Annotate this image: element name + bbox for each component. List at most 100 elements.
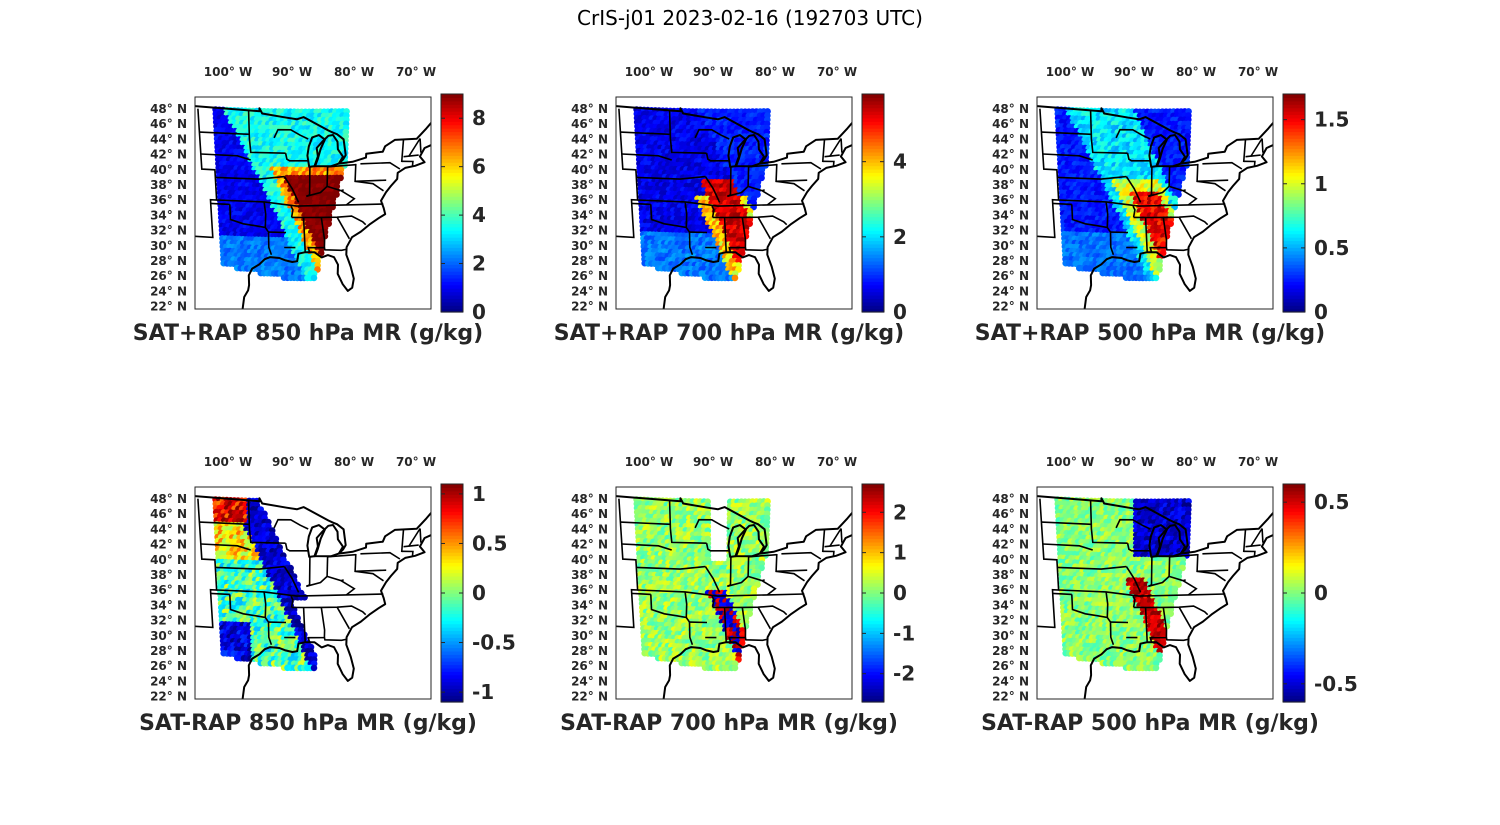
map-panel-6: 100° W 90° W 80° W 70° W 48° N46° N44° N 42° … bbox=[981, 455, 1358, 736]
lon-tick-label: 100° W bbox=[625, 455, 673, 469]
state-border bbox=[199, 521, 250, 526]
lat-tick-label: 22° N bbox=[992, 690, 1029, 704]
state-border bbox=[723, 607, 727, 643]
lat-tick-label: 32° N bbox=[150, 224, 187, 238]
colorbar: 0 2 4 6 8 bbox=[440, 93, 486, 324]
colorbar: -0.5 0 0.5 bbox=[1282, 483, 1358, 703]
colorbar-tick-label: 2 bbox=[472, 252, 486, 276]
colorbar-tick-label: 1.5 bbox=[1314, 108, 1349, 132]
lat-tick-label: 48° N bbox=[150, 492, 187, 506]
lat-tick-label: 22° N bbox=[571, 300, 608, 314]
lat-tick-label: 34° N bbox=[571, 598, 608, 612]
lat-tick-label: 42° N bbox=[571, 538, 608, 552]
state-border bbox=[195, 108, 218, 239]
state-border bbox=[704, 566, 721, 593]
lat-tick-label: 32° N bbox=[150, 614, 187, 628]
colorbar-tick-label: 4 bbox=[893, 150, 907, 174]
state-border bbox=[1041, 131, 1092, 136]
state-border bbox=[616, 498, 639, 629]
lat-tick-label: 22° N bbox=[571, 690, 608, 704]
state-border bbox=[408, 138, 421, 157]
michigan-outline bbox=[313, 134, 344, 168]
state-border bbox=[829, 138, 842, 157]
lake-michigan-outline bbox=[306, 134, 326, 168]
state-border bbox=[684, 201, 688, 228]
state-border bbox=[419, 138, 422, 153]
state-border bbox=[195, 498, 218, 629]
lat-tick-label: 34° N bbox=[150, 598, 187, 612]
state-border bbox=[400, 139, 405, 163]
colorbar: 0 2 4 bbox=[861, 93, 907, 324]
state-border bbox=[360, 161, 401, 170]
lat-tick-label: 36° N bbox=[571, 583, 608, 597]
state-border bbox=[210, 592, 230, 596]
colorbar-tick-label: 0.5 bbox=[472, 531, 507, 555]
state-border bbox=[775, 180, 805, 192]
state-border bbox=[284, 153, 308, 162]
coastline bbox=[1037, 105, 1273, 309]
state-border bbox=[216, 199, 384, 207]
lat-tick-label: 40° N bbox=[150, 163, 187, 177]
colorbar-tick-label: -1 bbox=[472, 680, 494, 704]
lon-tick-label: 100° W bbox=[1046, 455, 1094, 469]
state-border bbox=[327, 553, 356, 558]
colorbar-tick-label: 0 bbox=[472, 581, 486, 605]
lat-tick-label: 42° N bbox=[571, 148, 608, 162]
panel-title: SAT+RAP 700 hPa MR (g/kg) bbox=[554, 321, 904, 346]
state-border bbox=[1196, 180, 1226, 192]
lat-tick-label: 48° N bbox=[992, 102, 1029, 116]
lat-tick-label: 24° N bbox=[992, 284, 1029, 298]
lat-tick-label: 46° N bbox=[571, 117, 608, 131]
lon-tick-label: 100° W bbox=[625, 65, 673, 79]
state-border bbox=[840, 138, 843, 153]
state-border bbox=[821, 139, 826, 163]
colorbar-tick-label: 1 bbox=[1314, 172, 1328, 196]
lat-tick-label: 36° N bbox=[992, 193, 1029, 207]
lon-tick-label: 80° W bbox=[755, 455, 795, 469]
colorbar: 0 0.5 1 1.5 bbox=[1282, 93, 1349, 324]
colorbar-tick-label: 0 bbox=[1314, 581, 1328, 605]
state-border bbox=[705, 543, 729, 552]
lat-tick-label: 24° N bbox=[150, 674, 187, 688]
state-border bbox=[1115, 128, 1151, 140]
lake-michigan-outline bbox=[306, 524, 326, 558]
coastline bbox=[616, 105, 852, 309]
lon-tick-label: 80° W bbox=[1176, 65, 1216, 79]
state-border bbox=[1126, 543, 1150, 552]
colorbar-tick-label: -0.5 bbox=[472, 631, 516, 655]
state-border bbox=[621, 543, 672, 551]
state-border bbox=[1202, 551, 1243, 560]
coastline bbox=[1037, 495, 1273, 699]
state-border bbox=[668, 110, 707, 154]
state-border bbox=[631, 592, 651, 596]
state-border bbox=[781, 161, 822, 170]
state-border bbox=[403, 154, 419, 158]
state-border bbox=[821, 529, 826, 553]
michigan-outline bbox=[734, 524, 765, 558]
lat-tick-label: 36° N bbox=[992, 583, 1029, 597]
state-border bbox=[302, 607, 306, 643]
state-border bbox=[1037, 108, 1060, 239]
lat-tick-label: 42° N bbox=[150, 148, 187, 162]
lat-tick-label: 44° N bbox=[992, 522, 1029, 536]
state-border bbox=[1126, 153, 1150, 162]
state-border bbox=[326, 166, 329, 187]
lat-tick-label: 30° N bbox=[571, 629, 608, 643]
state-border bbox=[620, 131, 671, 136]
lat-tick-label: 38° N bbox=[571, 178, 608, 192]
map-frame bbox=[615, 486, 853, 700]
lat-tick-label: 44° N bbox=[150, 132, 187, 146]
lat-tick-label: 22° N bbox=[992, 300, 1029, 314]
lat-tick-label: 22° N bbox=[150, 300, 187, 314]
lat-tick-label: 38° N bbox=[992, 178, 1029, 192]
colorbar-tick-label: 0.5 bbox=[1314, 236, 1349, 260]
lat-tick-label: 22° N bbox=[150, 690, 187, 704]
lat-tick-label: 40° N bbox=[992, 553, 1029, 567]
state-border bbox=[1041, 521, 1092, 526]
state-border bbox=[210, 202, 230, 206]
state-border bbox=[748, 163, 777, 168]
state-border bbox=[1169, 553, 1198, 558]
colorbar-tick-label: 4 bbox=[472, 203, 486, 227]
state-border bbox=[824, 154, 840, 158]
state-border bbox=[400, 529, 405, 553]
